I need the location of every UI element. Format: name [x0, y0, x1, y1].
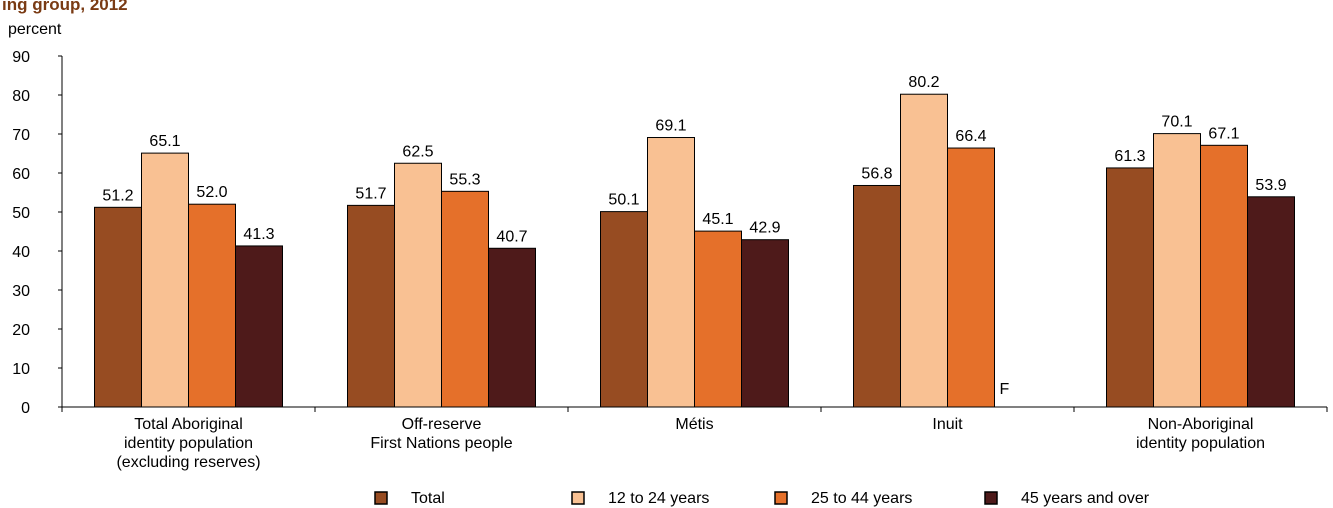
- y-tick-label: 20: [12, 322, 30, 339]
- y-tick-label: 0: [21, 400, 30, 417]
- data-label: 61.3: [1114, 148, 1145, 165]
- data-label: 51.7: [355, 185, 386, 202]
- data-label: 69.1: [655, 118, 686, 135]
- data-label: 80.2: [908, 74, 939, 91]
- bar: [1200, 144, 1248, 408]
- data-label: 52.0: [196, 184, 227, 201]
- category-label: Inuit: [932, 416, 963, 433]
- y-tick-label: 30: [12, 283, 30, 300]
- bar: [488, 247, 536, 408]
- y-tick-label: 60: [12, 166, 30, 183]
- y-tick-label: 90: [12, 49, 30, 66]
- legend-swatch: [984, 491, 998, 505]
- data-label: F: [1000, 381, 1010, 398]
- bar: [347, 204, 395, 408]
- data-label: 53.9: [1255, 177, 1286, 194]
- y-tick-label: 70: [12, 127, 30, 144]
- bar: [647, 137, 695, 408]
- y-tick-label: 40: [12, 244, 30, 261]
- value-labels: 51.2 65.1 52.0 41.3 51.7 62.5 55.3 40.7 50.1 69.1…: [102, 74, 1286, 398]
- bar: [394, 162, 442, 408]
- bar: [741, 239, 789, 408]
- legend-label: 45 years and over: [1021, 490, 1150, 507]
- legend-swatch: [374, 491, 388, 505]
- legend-label: Total: [411, 490, 445, 507]
- legend-swatch: [774, 491, 788, 505]
- legend-label: 25 to 44 years: [811, 490, 912, 507]
- data-label: 41.3: [243, 226, 274, 243]
- bar: [441, 190, 489, 408]
- data-label: 56.8: [861, 165, 892, 182]
- y-tick-label: 50: [12, 205, 30, 222]
- bar: [188, 203, 236, 408]
- chart-title: ing group, 2012: [2, 0, 128, 14]
- data-label: 66.4: [955, 128, 986, 145]
- bar: [1153, 133, 1201, 408]
- data-label: 65.1: [149, 133, 180, 150]
- category-label: Total Aboriginal identity population (excl…: [116, 416, 260, 471]
- bar: [141, 152, 189, 408]
- data-label: 50.1: [608, 192, 639, 209]
- bar: [94, 206, 142, 408]
- bar: [600, 211, 648, 408]
- bar: [853, 184, 901, 408]
- bar: [1247, 196, 1295, 408]
- category-label: Métis: [675, 416, 713, 433]
- y-tick-label: 80: [12, 88, 30, 105]
- legend: Total 12 to 24 years 25 to 44 years 45 year…: [374, 490, 1150, 507]
- data-label: 51.2: [102, 187, 133, 204]
- data-label: 67.1: [1208, 125, 1239, 142]
- bars: [94, 93, 1295, 408]
- y-tick-label: 10: [12, 361, 30, 378]
- data-label: 62.5: [402, 143, 433, 160]
- legend-label: 12 to 24 years: [608, 490, 709, 507]
- bar: [947, 147, 995, 408]
- data-label: 42.9: [749, 220, 780, 237]
- bar: [235, 245, 283, 408]
- category-labels: Total Aboriginal identity population (excl…: [116, 416, 1265, 471]
- y-axis-unit-label: percent: [8, 21, 62, 38]
- category-label: Off-reserve First Nations people: [370, 416, 512, 452]
- bar: [1106, 167, 1154, 408]
- data-label: 40.7: [496, 228, 527, 245]
- data-label: 70.1: [1161, 114, 1192, 131]
- legend-swatch: [571, 491, 585, 505]
- bar: [694, 230, 742, 408]
- data-label: 45.1: [702, 211, 733, 228]
- data-label: 55.3: [449, 171, 480, 188]
- category-label: Non-Aboriginal identity population: [1136, 416, 1265, 452]
- bar: [900, 93, 948, 408]
